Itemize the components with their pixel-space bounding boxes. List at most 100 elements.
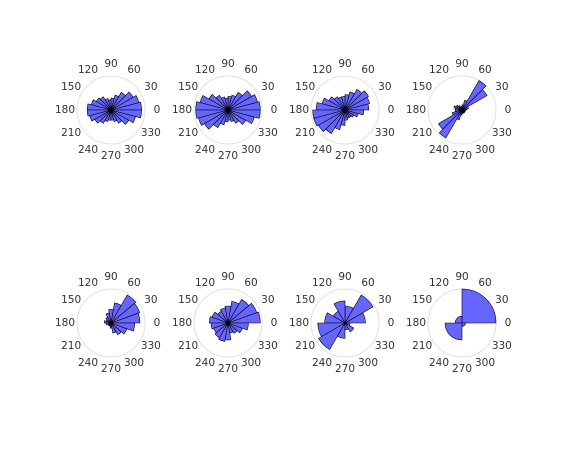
rose-wedge xyxy=(454,315,463,324)
angle-tick-label: 300 xyxy=(124,357,144,369)
rose-wedge xyxy=(103,320,112,324)
rose-wedge xyxy=(110,294,137,324)
outer-circle xyxy=(193,75,263,145)
outer-circle xyxy=(310,75,380,145)
angle-tick-label: 270 xyxy=(452,363,472,375)
rose-wedge xyxy=(213,109,229,129)
rose-wedge xyxy=(110,91,126,111)
angle-tick-label: 240 xyxy=(195,357,215,369)
angle-tick-label: 150 xyxy=(295,81,315,93)
angle-tick-label: 330 xyxy=(141,127,161,139)
angle-tick-label: 30 xyxy=(378,81,391,93)
rose-wedge xyxy=(444,322,463,341)
rose-wedge xyxy=(461,99,468,111)
rose-wedge xyxy=(318,322,346,350)
angle-tick-label: 180 xyxy=(172,104,192,116)
angle-tick-label: 0 xyxy=(388,104,395,116)
angle-tick-label: 270 xyxy=(101,363,121,375)
angle-tick-label: 180 xyxy=(406,104,426,116)
angle-tick-label: 240 xyxy=(312,144,332,156)
angle-tick-label: 210 xyxy=(412,127,432,139)
angle-tick-label: 60 xyxy=(361,277,374,289)
angle-tick-label: 240 xyxy=(429,357,449,369)
outer-circle xyxy=(427,75,497,145)
angle-tick-label: 30 xyxy=(495,81,508,93)
angle-tick-label: 150 xyxy=(295,294,315,306)
angle-tick-label: 300 xyxy=(241,357,261,369)
rose-wedge xyxy=(218,322,229,342)
angle-tick-label: 60 xyxy=(361,64,374,76)
angle-tick-label: 60 xyxy=(244,277,257,289)
angle-tick-label: 330 xyxy=(258,127,278,139)
angle-tick-label: 120 xyxy=(429,277,449,289)
rose-wedge xyxy=(99,109,112,124)
angle-tick-label: 270 xyxy=(218,150,238,162)
angle-tick-label: 240 xyxy=(312,357,332,369)
rose-wedge xyxy=(461,288,497,324)
rose-wedge xyxy=(110,91,134,111)
rose-wedge xyxy=(94,109,112,124)
rose-wedge xyxy=(110,302,122,324)
angle-tick-label: 330 xyxy=(375,340,395,352)
rose-wedge xyxy=(227,91,243,111)
angle-tick-label: 210 xyxy=(412,340,432,352)
rose-wedge xyxy=(110,109,142,119)
rose-wedge xyxy=(325,109,346,134)
angle-tick-label: 330 xyxy=(375,127,395,139)
rose-wedge xyxy=(313,109,346,127)
angle-tick-label: 60 xyxy=(478,277,491,289)
rose-wedge xyxy=(336,321,346,339)
angle-tick-label: 120 xyxy=(429,64,449,76)
angle-tick-label: 150 xyxy=(61,294,81,306)
angle-tick-label: 330 xyxy=(492,340,512,352)
angle-tick-label: 60 xyxy=(478,64,491,76)
rose-wedge xyxy=(461,104,464,111)
rose-wedge xyxy=(227,90,252,111)
outer-circle xyxy=(310,288,380,358)
angle-tick-label: 120 xyxy=(195,64,215,76)
angle-tick-label: 120 xyxy=(195,277,215,289)
angle-tick-label: 150 xyxy=(178,81,198,93)
angle-tick-label: 90 xyxy=(104,271,117,283)
outer-circle xyxy=(76,75,146,145)
rose-wedge xyxy=(224,305,232,324)
angle-tick-label: 60 xyxy=(127,277,140,289)
rose-wedge xyxy=(227,94,258,111)
rose-wedge xyxy=(227,94,237,111)
rose-wedge xyxy=(219,109,229,126)
angle-tick-label: 60 xyxy=(127,64,140,76)
angle-tick-label: 0 xyxy=(388,317,395,329)
angle-tick-label: 150 xyxy=(412,81,432,93)
rose-wedge xyxy=(333,300,346,325)
angle-tick-label: 300 xyxy=(124,144,144,156)
rose-wedge xyxy=(461,109,466,112)
angle-tick-label: 330 xyxy=(492,127,512,139)
angle-tick-label: 270 xyxy=(101,150,121,162)
rose-wedge xyxy=(460,109,463,116)
angle-tick-label: 180 xyxy=(289,317,309,329)
outer-circle xyxy=(76,288,146,358)
angle-tick-label: 270 xyxy=(335,150,355,162)
angle-tick-label: 240 xyxy=(429,144,449,156)
angle-tick-label: 90 xyxy=(221,271,234,283)
rose-wedge xyxy=(108,309,114,324)
rose-wedge xyxy=(456,109,463,121)
angle-tick-label: 300 xyxy=(241,144,261,156)
angle-tick-label: 90 xyxy=(104,58,117,70)
angle-tick-label: 30 xyxy=(495,294,508,306)
rose-wedge xyxy=(461,80,487,111)
rose-wedge xyxy=(204,109,229,130)
angle-tick-label: 120 xyxy=(312,277,332,289)
rose-wedge xyxy=(344,88,363,111)
rose-wedge xyxy=(461,322,466,327)
rose-wedge xyxy=(334,109,346,131)
angle-tick-label: 60 xyxy=(244,64,257,76)
angle-tick-label: 90 xyxy=(455,58,468,70)
outer-circle xyxy=(193,288,263,358)
angle-tick-label: 0 xyxy=(505,317,512,329)
angle-tick-label: 90 xyxy=(338,271,351,283)
rose-wedge xyxy=(438,109,463,139)
rose-wedge xyxy=(344,94,350,111)
rose-wedge xyxy=(110,95,140,111)
